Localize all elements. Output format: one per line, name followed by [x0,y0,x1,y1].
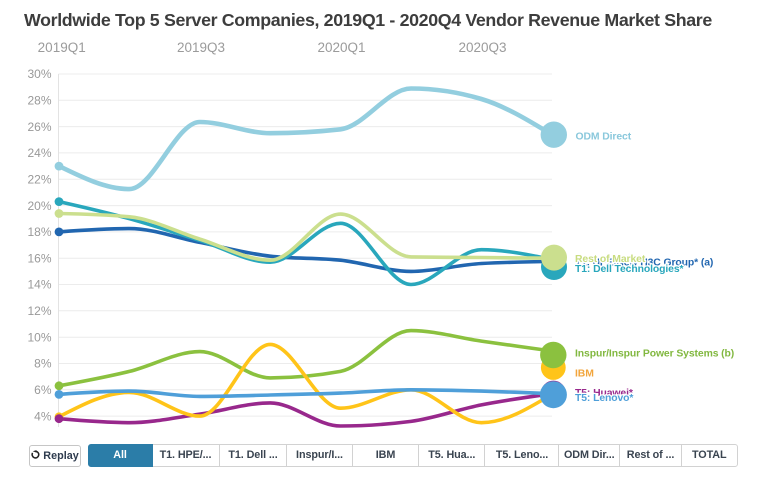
svg-text:T5: Lenovo*: T5: Lenovo* [575,393,634,404]
svg-text:2019Q1: 2019Q1 [38,40,86,55]
svg-text:T5: Huawei*: T5: Huawei* [575,388,634,399]
svg-text:24%: 24% [27,146,51,160]
svg-text:2020Q1: 2020Q1 [317,40,365,55]
svg-text:ODM Direct: ODM Direct [576,131,632,142]
svg-text:T1. HPE/New H3C Group* (a): T1. HPE/New H3C Group* (a) [575,258,713,269]
svg-text:30%: 30% [27,67,51,81]
svg-text:14%: 14% [27,278,51,292]
svg-text:28%: 28% [27,94,51,108]
svg-text:2020Q3: 2020Q3 [458,40,506,55]
svg-text:22%: 22% [27,173,51,187]
svg-text:16%: 16% [27,251,51,265]
svg-text:8%: 8% [34,357,52,371]
svg-text:T1: Dell Technologies*: T1: Dell Technologies* [575,264,685,275]
svg-text:12%: 12% [27,304,51,318]
svg-text:18%: 18% [27,225,51,239]
svg-text:2019Q3: 2019Q3 [177,40,225,55]
svg-text:Rest of Market: Rest of Market [575,254,646,265]
svg-text:10%: 10% [27,330,51,344]
svg-text:4%: 4% [34,409,52,423]
svg-text:20%: 20% [27,199,51,213]
svg-text:IBM: IBM [575,369,594,380]
svg-text:Inspur/Inspur Power Systems (b: Inspur/Inspur Power Systems (b) [575,348,734,359]
svg-text:26%: 26% [27,120,51,134]
svg-text:6%: 6% [34,383,52,397]
